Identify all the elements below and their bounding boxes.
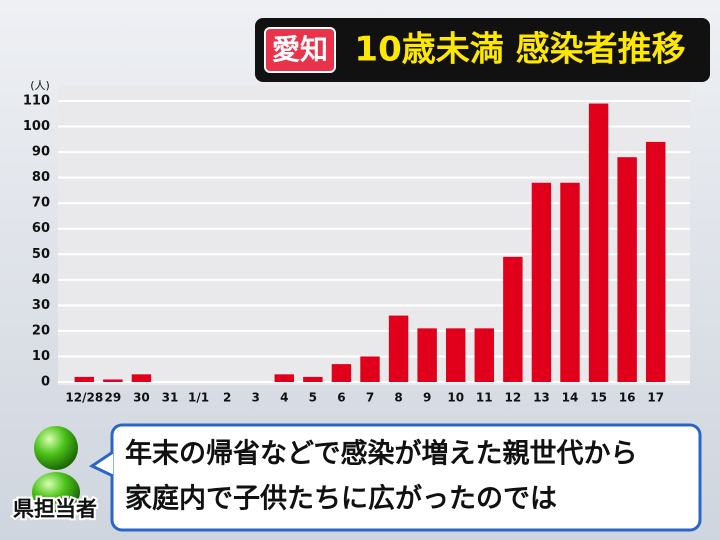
speaker-icon-head <box>34 426 78 470</box>
speaker: 県担当者 <box>13 497 97 521</box>
y-tick-label: 10 <box>32 349 50 364</box>
x-tick-label: 9 <box>423 391 431 405</box>
title-box <box>255 18 710 82</box>
y-tick-label: 90 <box>32 145 50 160</box>
y-tick-label: 50 <box>32 247 50 262</box>
x-tick-label: 29 <box>105 391 122 405</box>
bar <box>446 328 466 382</box>
badge: 愛知 <box>272 33 328 66</box>
bar <box>646 141 666 382</box>
bar <box>503 256 523 382</box>
y-tick-label: 70 <box>32 196 50 211</box>
x-tick-label: 13 <box>533 391 550 405</box>
x-tick-label: 4 <box>280 391 288 405</box>
chart-title: 10歳未満 感染者推移 <box>354 30 685 70</box>
x-tick-label: 7 <box>366 391 374 405</box>
x-tick-label: 30 <box>133 391 150 405</box>
bar <box>360 356 380 382</box>
bar <box>417 328 437 382</box>
x-tick-label: 12 <box>505 391 522 405</box>
bar <box>274 374 294 382</box>
speech-bubble <box>110 423 702 532</box>
x-tick-label: 17 <box>647 391 664 405</box>
y-tick-label: 0 <box>41 375 50 390</box>
speaker-icon-body <box>32 472 80 512</box>
x-tick-label: 10 <box>447 391 464 405</box>
y-tick-label: 60 <box>32 221 50 236</box>
y-tick-label: 100 <box>23 119 50 134</box>
bar <box>388 315 409 382</box>
x-tick-label: 1/1 <box>188 391 209 405</box>
bar <box>303 376 323 382</box>
bubble-tail <box>88 450 114 478</box>
x-tick-label: 31 <box>162 391 179 405</box>
y-tick-label: 30 <box>32 298 50 313</box>
x-tick-label: 16 <box>619 391 636 405</box>
y-tick-label: 40 <box>32 272 50 287</box>
bar <box>74 376 94 382</box>
x-tick-label: 6 <box>337 391 345 405</box>
bar <box>588 103 609 383</box>
y-tick-label: 110 <box>23 94 50 109</box>
y-tick-label: 80 <box>32 170 50 185</box>
x-tick-label: 15 <box>590 391 607 405</box>
x-tick-label: 5 <box>309 391 317 405</box>
x-tick-label: 14 <box>562 391 579 405</box>
bar <box>103 379 123 382</box>
x-tick-label: 12/28 <box>65 391 103 405</box>
plot-area <box>58 85 690 385</box>
badge-box <box>264 27 336 73</box>
bar <box>474 328 494 382</box>
bar <box>531 182 552 382</box>
bar <box>560 182 580 382</box>
bar <box>131 374 152 382</box>
bar <box>331 364 352 382</box>
x-tick-label: 8 <box>394 391 402 405</box>
x-tick-label: 3 <box>252 391 260 405</box>
y-tick-label: 20 <box>32 323 50 338</box>
quote-line: 年末の帰省などで感染が増えた親世代から <box>125 438 637 470</box>
quote-line: 家庭内で子供たちに広がったのでは <box>125 483 557 515</box>
bar <box>617 157 637 382</box>
y-unit: (人) <box>30 79 50 92</box>
x-tick-label: 11 <box>476 391 493 405</box>
x-tick-label: 2 <box>223 391 231 405</box>
